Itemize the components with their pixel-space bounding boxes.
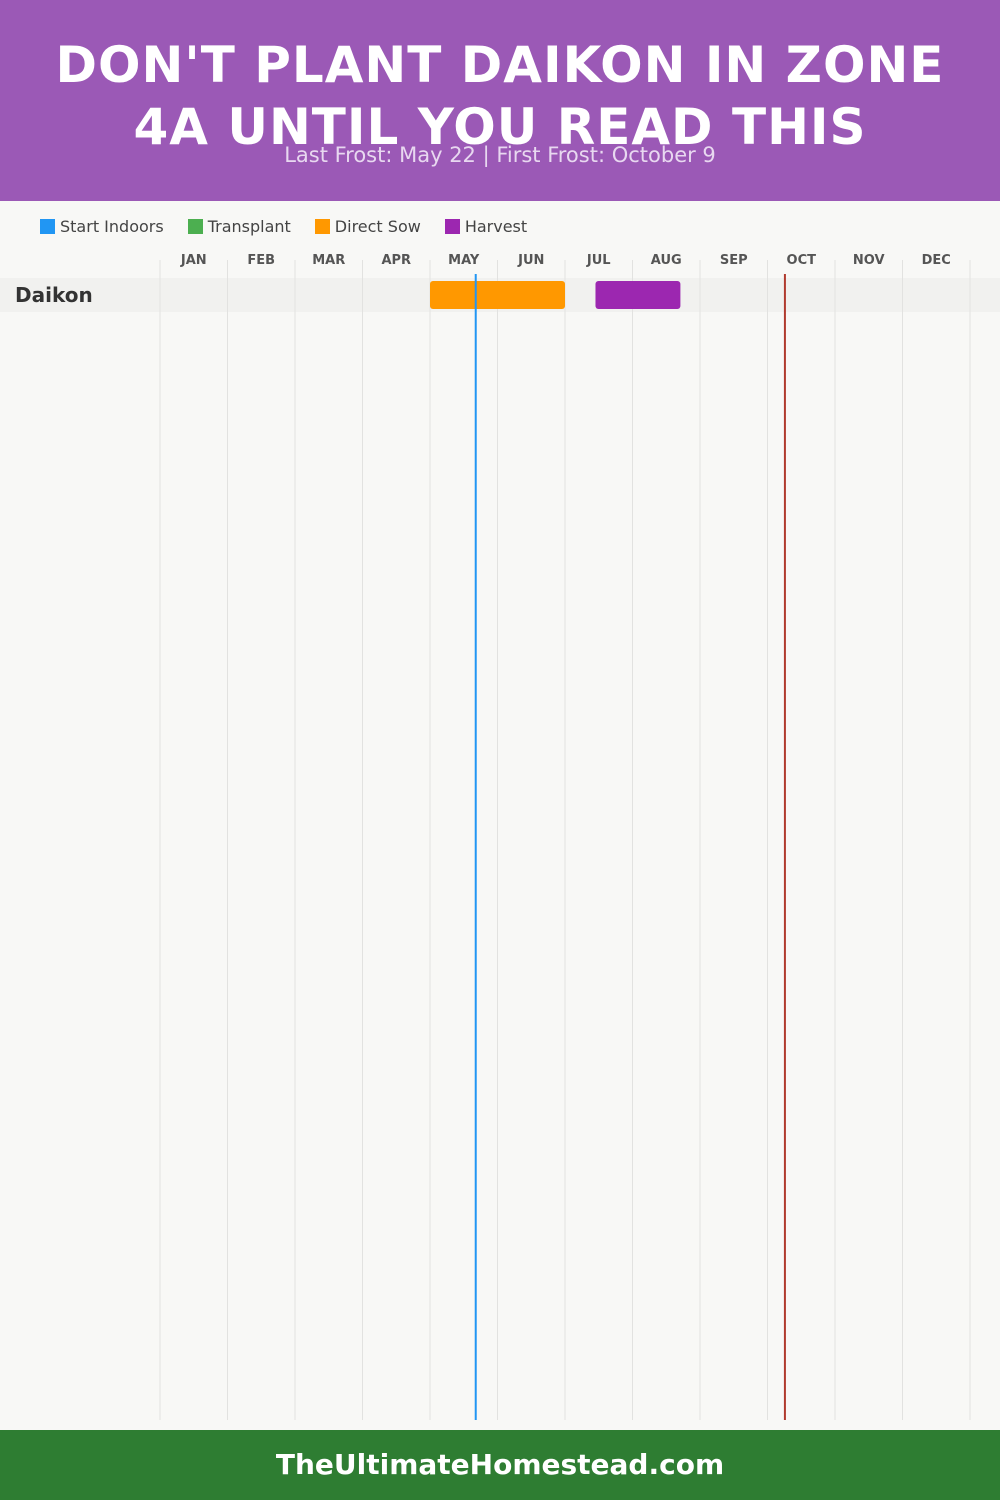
legend-item: Transplant [187,216,291,236]
legend-label: Direct Sow [334,216,421,236]
month-tick-label: JUN [517,253,544,268]
month-tick-label: NOV [853,253,885,268]
legend-swatch [444,218,460,234]
planting-calendar-chart: JAN FEB MAR APR MAY JUN JUL AUG SEP OCT NOV DEC Daik… [0,253,1000,1420]
month-tick-label: FEB [247,253,275,268]
month-tick-label: JAN [180,253,207,268]
legend-swatch [314,218,330,234]
footer-site-link[interactable]: TheUltimateHomestead.com [275,1448,725,1481]
legend-label: Transplant [207,216,291,236]
legend-swatch [187,218,203,234]
legend-label: Start Indoors [60,216,164,236]
legend-swatch [40,218,55,234]
page-title: DON'T PLANT DAIKON IN ZONE 4A UNTIL YOU … [55,36,945,156]
month-tick-label: JUL [586,253,611,268]
month-tick-label: MAY [448,253,480,268]
month-tick-label: MAR [312,253,345,268]
month-tick-label: APR [381,253,411,268]
crop-label: Daikon [15,283,93,307]
header-banner: DON'T PLANT DAIKON IN ZONE 4A UNTIL YOU … [0,0,1000,201]
direct-sow-bar [430,281,565,309]
chart-legend: Start Indoors Transplant Direct Sow Harvest [40,214,551,238]
legend-item: Harvest [444,216,528,236]
harvest-bar [595,281,681,309]
month-tick-label: SEP [720,253,748,268]
footer-banner: TheUltimateHomestead.com [0,1430,1000,1500]
legend-label: Harvest [464,216,528,236]
month-tick-label: DEC [922,253,951,268]
legend-item: Direct Sow [314,216,421,236]
month-tick-label: OCT [787,253,817,268]
month-tick-label: AUG [651,253,682,268]
frost-dates-subtitle: Last Frost: May 22 | First Frost: Octobe… [284,143,716,167]
legend-item: Start Indoors [40,217,164,236]
